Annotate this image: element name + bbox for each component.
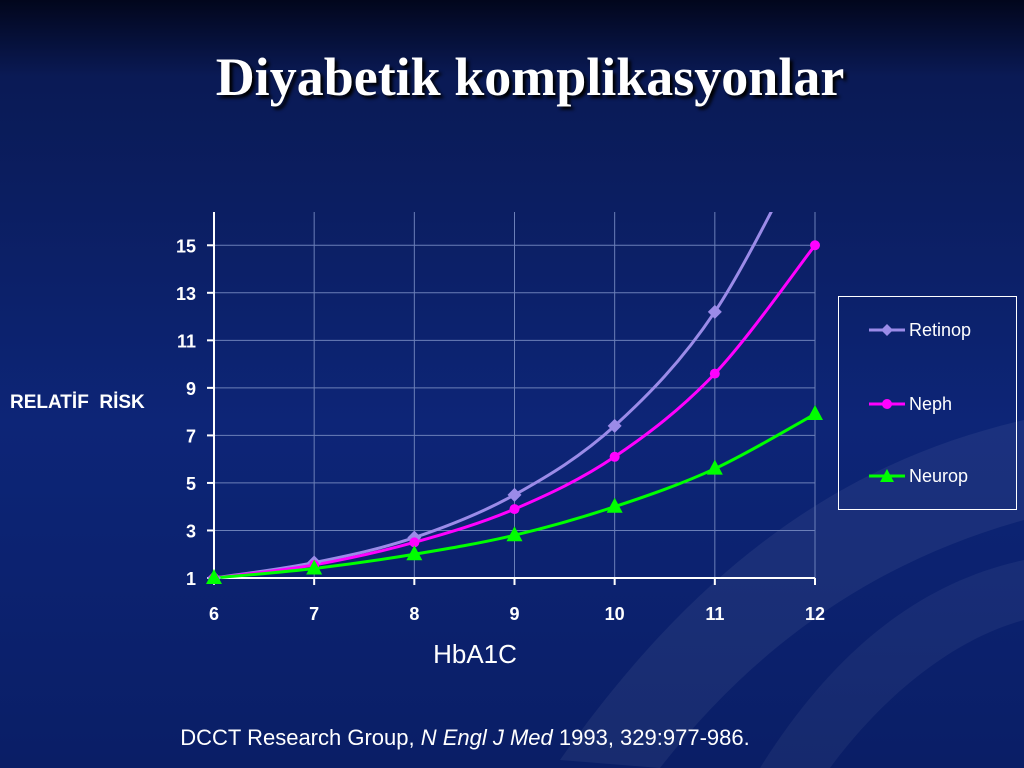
y-tick-label: 3 xyxy=(186,521,196,541)
x-tick-label: 8 xyxy=(409,604,419,624)
x-tick-label: 10 xyxy=(605,604,625,624)
legend-item-neurop: Neurop xyxy=(869,464,968,488)
legend-item-neph: Neph xyxy=(869,392,952,416)
data-point-neurop xyxy=(706,459,723,475)
legend-label-neurop: Neurop xyxy=(909,465,969,486)
data-point-retinop xyxy=(707,304,722,319)
x-tick-label: 12 xyxy=(805,604,825,624)
data-point-neurop xyxy=(306,559,323,575)
slide-title: Diyabetik komplikasyonlar xyxy=(215,47,845,107)
legend-label-retinop: Retinop xyxy=(909,319,972,340)
chart-legend: Retinop Neph Neurop xyxy=(838,296,1017,510)
data-point-neph xyxy=(709,368,720,379)
y-tick-label: 9 xyxy=(186,379,196,399)
data-point-neph xyxy=(609,451,620,462)
x-axis-title: HbA1C xyxy=(433,639,517,669)
y-tick-label: 13 xyxy=(176,284,196,304)
x-tick-label: 9 xyxy=(509,604,519,624)
y-tick-label: 1 xyxy=(186,569,196,589)
y-axis-title: RELATİF RİSK xyxy=(10,392,145,413)
x-tick-label: 7 xyxy=(309,604,319,624)
chart-series xyxy=(206,212,823,585)
data-point-neurop xyxy=(406,545,423,561)
citation-authors: DCCT Research Group, xyxy=(180,725,421,750)
x-tick-label: 11 xyxy=(705,604,724,624)
y-tick-label: 7 xyxy=(186,426,196,446)
y-tick-label: 11 xyxy=(177,331,196,351)
y-tick-label: 5 xyxy=(186,474,196,494)
data-point-neurop xyxy=(506,526,523,542)
legend-swatch-neph xyxy=(869,399,905,409)
data-point-retinop xyxy=(607,418,622,433)
citation-details: 1993, 329:977-986. xyxy=(552,725,750,750)
citation: DCCT Research Group, N Engl J Med 1993, … xyxy=(0,725,930,751)
chart-grid xyxy=(214,212,816,578)
citation-journal: N Engl J Med xyxy=(420,725,553,750)
data-point-retinop xyxy=(507,487,522,502)
legend-item-retinop: Retinop xyxy=(869,318,971,342)
data-point-neurop xyxy=(606,497,623,513)
data-point-neurop xyxy=(206,569,222,584)
chart-axes xyxy=(207,212,816,585)
y-tick-label: 15 xyxy=(176,236,196,256)
data-point-neph xyxy=(509,504,520,515)
data-point-neph xyxy=(810,240,820,251)
x-tick-label: 6 xyxy=(209,604,219,624)
legend-label-neph: Neph xyxy=(909,393,953,414)
legend-swatch-retinop xyxy=(869,324,905,336)
legend-swatch-neurop xyxy=(869,469,905,482)
data-point-neurop xyxy=(807,405,823,421)
data-point-neph xyxy=(409,537,420,548)
